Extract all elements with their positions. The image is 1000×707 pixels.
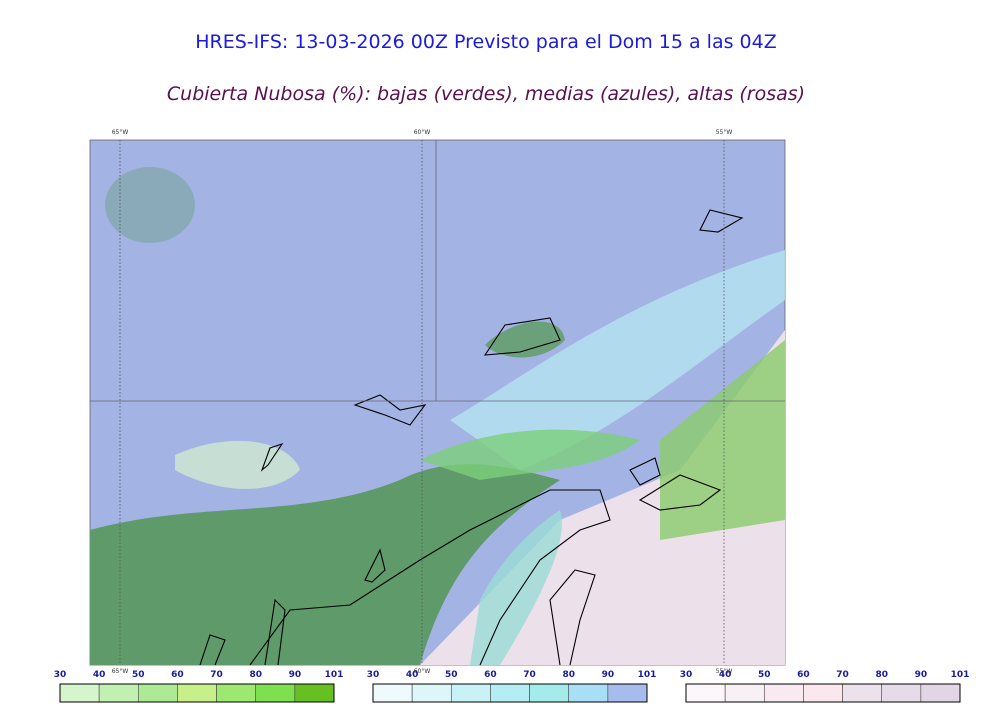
low-cloud	[485, 321, 565, 358]
legend: 30 40 50 60 70 80 90 101 30 40 50 60 70 80 90 101 30 40 50…	[54, 670, 970, 703]
colorbar-tick-label: 40	[406, 670, 419, 680]
colorbar-tick-label: 60	[171, 670, 184, 680]
colorbar-tick-label: 30	[680, 670, 693, 680]
colorbar-tick-label: 70	[210, 670, 223, 680]
colorbar-segment	[294, 683, 335, 703]
title: HRES-IFS: 13-03-2026 00Z Previsto para e…	[195, 31, 777, 53]
colorbar-tick-label: 101	[638, 670, 657, 680]
colorbar-segment	[763, 683, 804, 703]
lon-label: 55°W	[716, 668, 733, 675]
low-cloud	[660, 340, 785, 540]
colorbar-tick-label: 30	[54, 670, 67, 680]
colorbar-segment	[529, 683, 570, 703]
colorbar-segment	[803, 683, 843, 703]
colorbar-segment	[98, 683, 139, 703]
colorbar-segment	[685, 683, 726, 703]
mid-cloud	[470, 510, 562, 665]
colorbar-tick-label: 80	[875, 670, 888, 680]
colorbar-segment	[920, 683, 961, 703]
colorbar-segment	[881, 683, 922, 703]
lon-label: 60°W	[414, 668, 431, 675]
colorbar-segment	[607, 683, 648, 703]
colorbar-tick-label: 40	[719, 670, 732, 680]
lon-label: 55°W	[716, 129, 733, 136]
colorbar-tick-label: 90	[289, 670, 302, 680]
map: 65°W 60°W 55°W 65°W 60°W 55°W	[89, 129, 786, 675]
colorbar-tick-label: 101	[951, 670, 970, 680]
lon-label: 65°W	[112, 129, 129, 136]
lon-label: 65°W	[112, 668, 129, 675]
colorbar-segment	[568, 683, 609, 703]
low-cloud	[105, 167, 195, 243]
colorbar-frame	[372, 683, 648, 703]
subtitle: Cubierta Nubosa (%): bajas (verdes), med…	[167, 83, 805, 105]
lon-label: 60°W	[414, 129, 431, 136]
colorbar-tick-label: 80	[249, 670, 262, 680]
colorbar-segment	[490, 683, 530, 703]
low-cloud	[90, 464, 560, 665]
colorbar-segment	[255, 683, 296, 703]
colorbar-tick-label: 40	[93, 670, 106, 680]
colorbar-segment	[137, 683, 178, 703]
colorbar-segment	[450, 683, 491, 703]
colorbar-tick-label: 60	[797, 670, 810, 680]
colorbar-tick-label: 50	[132, 670, 145, 680]
colorbar-tick-label: 90	[915, 670, 928, 680]
mid-cloud	[450, 250, 785, 470]
colorbar-segment	[372, 683, 413, 703]
low-cloud	[420, 429, 640, 480]
colorbar-tick-label: 60	[484, 670, 497, 680]
colorbar-tick-label: 50	[758, 670, 771, 680]
colorbar-segment	[842, 683, 883, 703]
colorbar-frame	[685, 683, 961, 703]
colorbar-segment	[724, 683, 765, 703]
colorbar-tick-label: 70	[523, 670, 536, 680]
colorbar-tick-label: 30	[367, 670, 380, 680]
colorbar-tick-label: 90	[602, 670, 615, 680]
colorbar-frame	[59, 683, 335, 703]
colorbar-tick-label: 101	[325, 670, 344, 680]
colorbar-segment	[216, 683, 257, 703]
colorbar-tick-label: 50	[445, 670, 458, 680]
colorbar-tick-label: 70	[836, 670, 849, 680]
colorbar-tick-label: 80	[562, 670, 575, 680]
graticule	[90, 140, 785, 665]
colorbar-segment	[177, 683, 217, 703]
coastline	[199, 209, 744, 666]
colorbar-segment	[411, 683, 452, 703]
colorbar-segment	[59, 683, 100, 703]
